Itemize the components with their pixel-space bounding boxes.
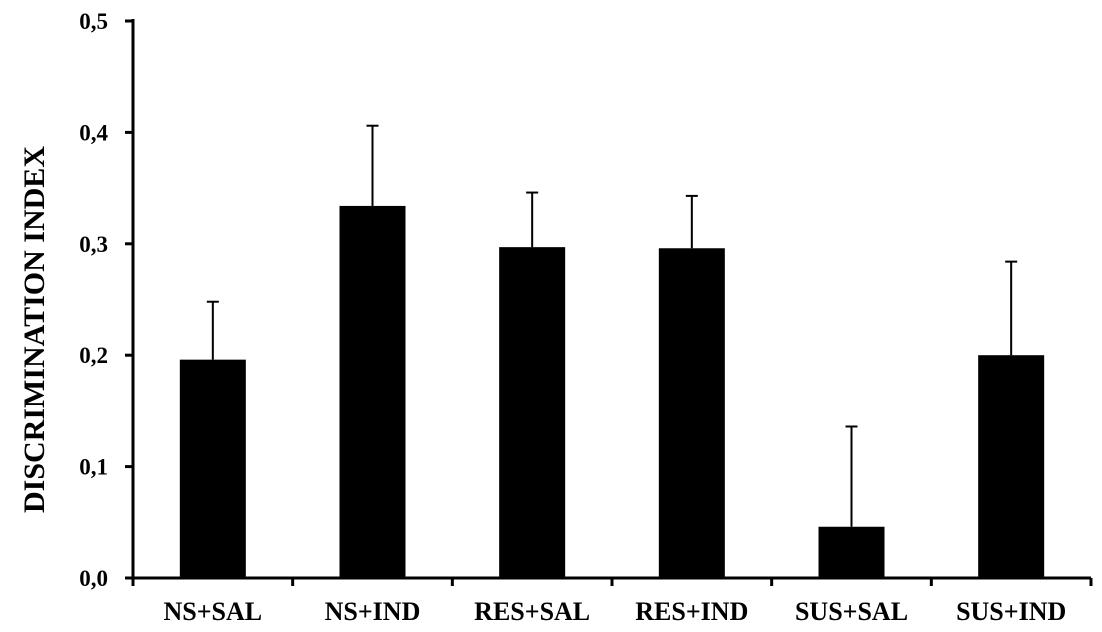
bar xyxy=(658,248,725,579)
y-axis-title: DISCRIMINATION INDEX xyxy=(18,146,51,513)
bar xyxy=(818,526,885,578)
bars xyxy=(179,205,1045,579)
category-label: SUS+SAL xyxy=(795,597,908,626)
y-tick-label: 0,1 xyxy=(79,455,108,480)
category-labels: NS+SAL NS+IND RES+SAL RES+IND SUS+SAL SUS+IND xyxy=(164,597,1067,626)
y-tick-label: 0,5 xyxy=(79,9,108,34)
y-tick-label: 0,0 xyxy=(79,566,108,591)
category-label: NS+IND xyxy=(325,597,421,626)
y-tick-label: 0,2 xyxy=(79,343,108,368)
y-tick-label: 0,3 xyxy=(79,232,108,257)
bar xyxy=(499,247,566,578)
category-label: SUS+IND xyxy=(956,597,1066,626)
y-tick-labels: 0,0 0,1 0,2 0,3 0,4 0,5 xyxy=(79,9,108,591)
category-label: RES+SAL xyxy=(474,597,590,626)
y-tick-label: 0,4 xyxy=(79,120,108,145)
bar xyxy=(978,355,1045,578)
bar xyxy=(339,205,406,578)
error-bars xyxy=(206,124,1018,527)
category-label: RES+IND xyxy=(635,597,748,626)
category-label: NS+SAL xyxy=(164,597,263,626)
bar xyxy=(179,359,246,578)
